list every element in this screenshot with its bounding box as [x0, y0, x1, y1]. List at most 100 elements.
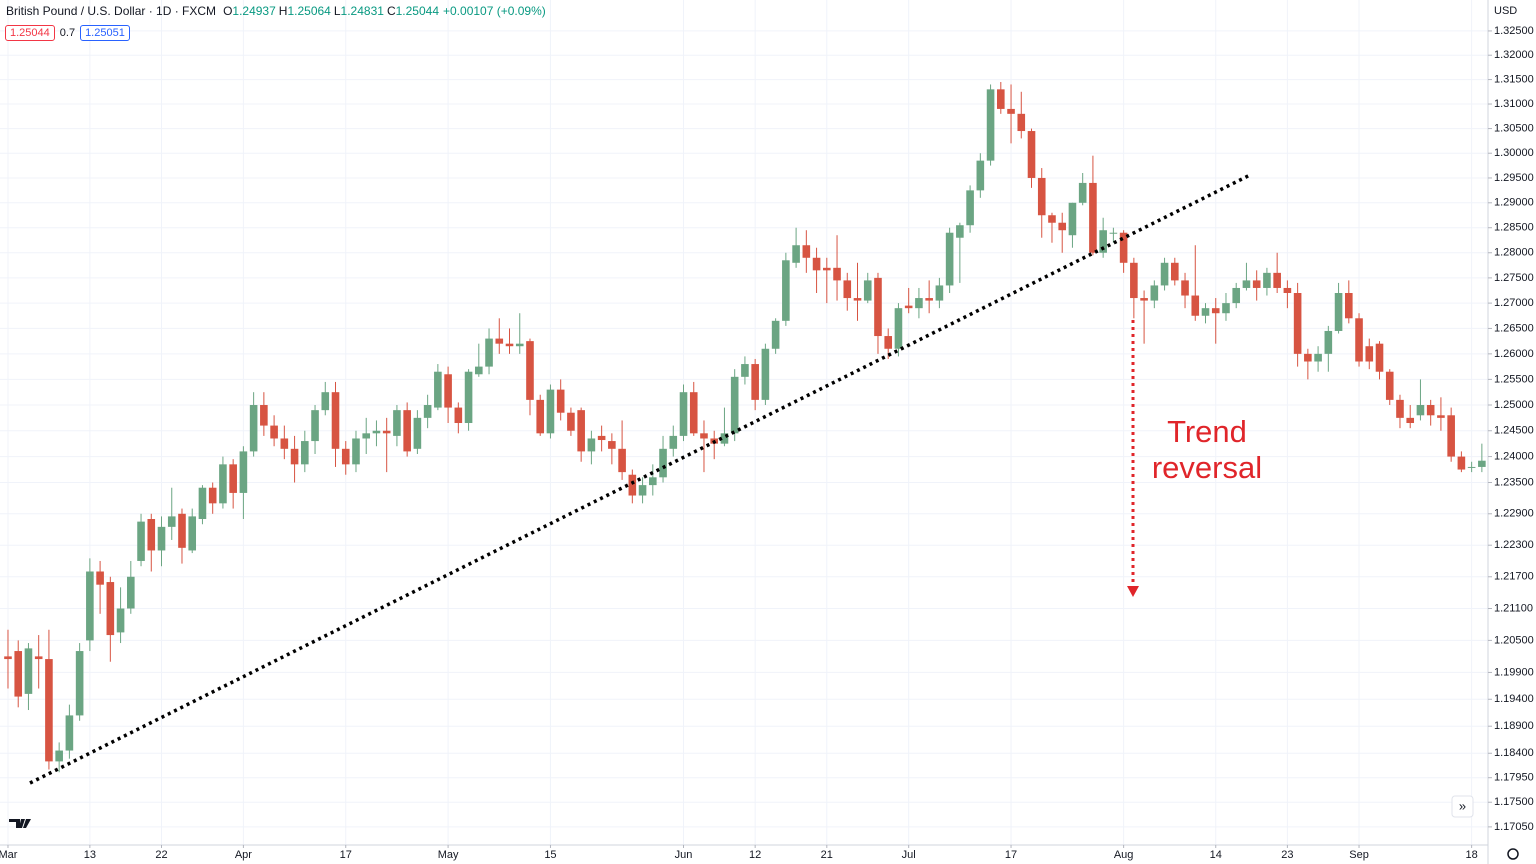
candle-body [863, 280, 872, 301]
candle-body [546, 389, 555, 434]
candle-body [1037, 177, 1046, 216]
candle-body [1273, 272, 1281, 288]
ask[interactable]: 1.25051 [80, 25, 130, 41]
settings-icon[interactable] [1507, 848, 1519, 860]
annotation: Trend reversal [1151, 414, 1263, 485]
x-tick-label: 17 [1005, 849, 1017, 861]
candle-body [1375, 343, 1384, 372]
y-tick-label: 1.24500 [1494, 425, 1534, 437]
candle-body [1007, 108, 1015, 114]
candle-body [649, 477, 657, 486]
candle-body [1119, 232, 1128, 263]
candle-body [485, 338, 493, 367]
candle-body [966, 190, 974, 226]
symbol: British Pound / U.S. Dollar · 1D · FXCM [6, 4, 217, 18]
candle-body [1385, 371, 1394, 400]
candle-body [1355, 318, 1363, 362]
trend-line [29, 173, 1251, 785]
ohlc-value: 1.25064 [287, 4, 331, 18]
x-tick-label: Jul [902, 849, 916, 861]
x-tick-label: Aug [1114, 849, 1134, 861]
candle-body [935, 285, 944, 301]
x-tick-label: 12 [749, 849, 761, 861]
candle-body [1314, 353, 1322, 362]
x-tick-label: Mar [0, 849, 18, 861]
candle-body [1211, 308, 1220, 314]
x-tick-label: 17 [340, 849, 352, 861]
candle-body [444, 374, 452, 408]
candle-body [1089, 182, 1097, 253]
candle-body [321, 392, 330, 411]
candle-body [65, 715, 74, 751]
ohlc-value: 1.24937 [232, 4, 276, 18]
candle-body [1416, 405, 1425, 416]
candle-body [239, 451, 248, 493]
y-tick-label: 1.31000 [1494, 98, 1534, 110]
y-tick-label: 1.25000 [1494, 399, 1534, 411]
candle-body [1201, 308, 1210, 316]
candle-body [249, 405, 258, 452]
y-tick-label: 1.32500 [1494, 25, 1534, 37]
y-tick-label: 1.27000 [1494, 297, 1534, 309]
candle-body [147, 519, 156, 551]
candle-body [925, 298, 933, 301]
y-tick-label: 1.28000 [1494, 247, 1534, 259]
candle-body [1478, 460, 1486, 467]
candle-body [833, 267, 841, 281]
candle-body [771, 320, 780, 349]
candle-body [55, 750, 63, 762]
candle-body [290, 448, 299, 465]
scroll-icon[interactable]: » [1459, 798, 1466, 813]
candle-body [464, 371, 473, 424]
y-tick-label: 1.27500 [1494, 272, 1534, 284]
ohlc-label: L [333, 4, 341, 18]
candle-body [1171, 262, 1179, 281]
quote: 1.25044 0.7 1.25051 [5, 25, 130, 41]
candle-body [413, 417, 422, 449]
y-tick-label: 1.21100 [1494, 602, 1533, 614]
candle-body [669, 435, 678, 449]
candle-body [86, 571, 94, 641]
candle-body [904, 305, 913, 309]
bid[interactable]: 1.25044 [5, 25, 55, 41]
candle-body [700, 433, 708, 439]
candle-body [127, 576, 135, 609]
candle-body [96, 571, 104, 585]
candle-body [638, 485, 647, 496]
candle-body [1017, 113, 1026, 132]
candle-body [4, 656, 12, 660]
x-tick-label: 15 [544, 849, 556, 861]
candle-body [567, 412, 575, 431]
candle-body [219, 464, 227, 504]
x-tick-label: Jun [675, 849, 693, 861]
x-tick-label: 22 [155, 849, 167, 861]
candle-body [802, 245, 811, 258]
candle-body [1426, 405, 1435, 416]
candle-body [1447, 415, 1455, 457]
candle-body [311, 410, 319, 442]
candle-body [495, 338, 504, 344]
candle-body [823, 267, 831, 271]
scroll-button[interactable] [1451, 795, 1474, 818]
candle-body [505, 343, 514, 347]
candle-body [730, 376, 739, 434]
candle-body [45, 659, 53, 762]
y-tick-label: 1.17500 [1494, 796, 1534, 808]
y-tick-label: 1.32000 [1494, 49, 1534, 61]
ohlc-value: 1.24831 [340, 4, 384, 18]
candle-body [1058, 222, 1067, 231]
currency: USD [1494, 5, 1517, 17]
candle-body [894, 308, 903, 349]
candle-body [1027, 131, 1036, 178]
x-tick-label: 18 [1465, 849, 1477, 861]
legend: British Pound / U.S. Dollar · 1D · FXCM … [6, 4, 546, 18]
y-tick-label: 1.31500 [1494, 73, 1534, 85]
candle-body [628, 474, 637, 496]
candle-body [679, 392, 688, 436]
candle-body [188, 516, 197, 551]
candle-body [915, 298, 923, 309]
candle-body [853, 298, 862, 301]
candle-body [618, 448, 626, 473]
